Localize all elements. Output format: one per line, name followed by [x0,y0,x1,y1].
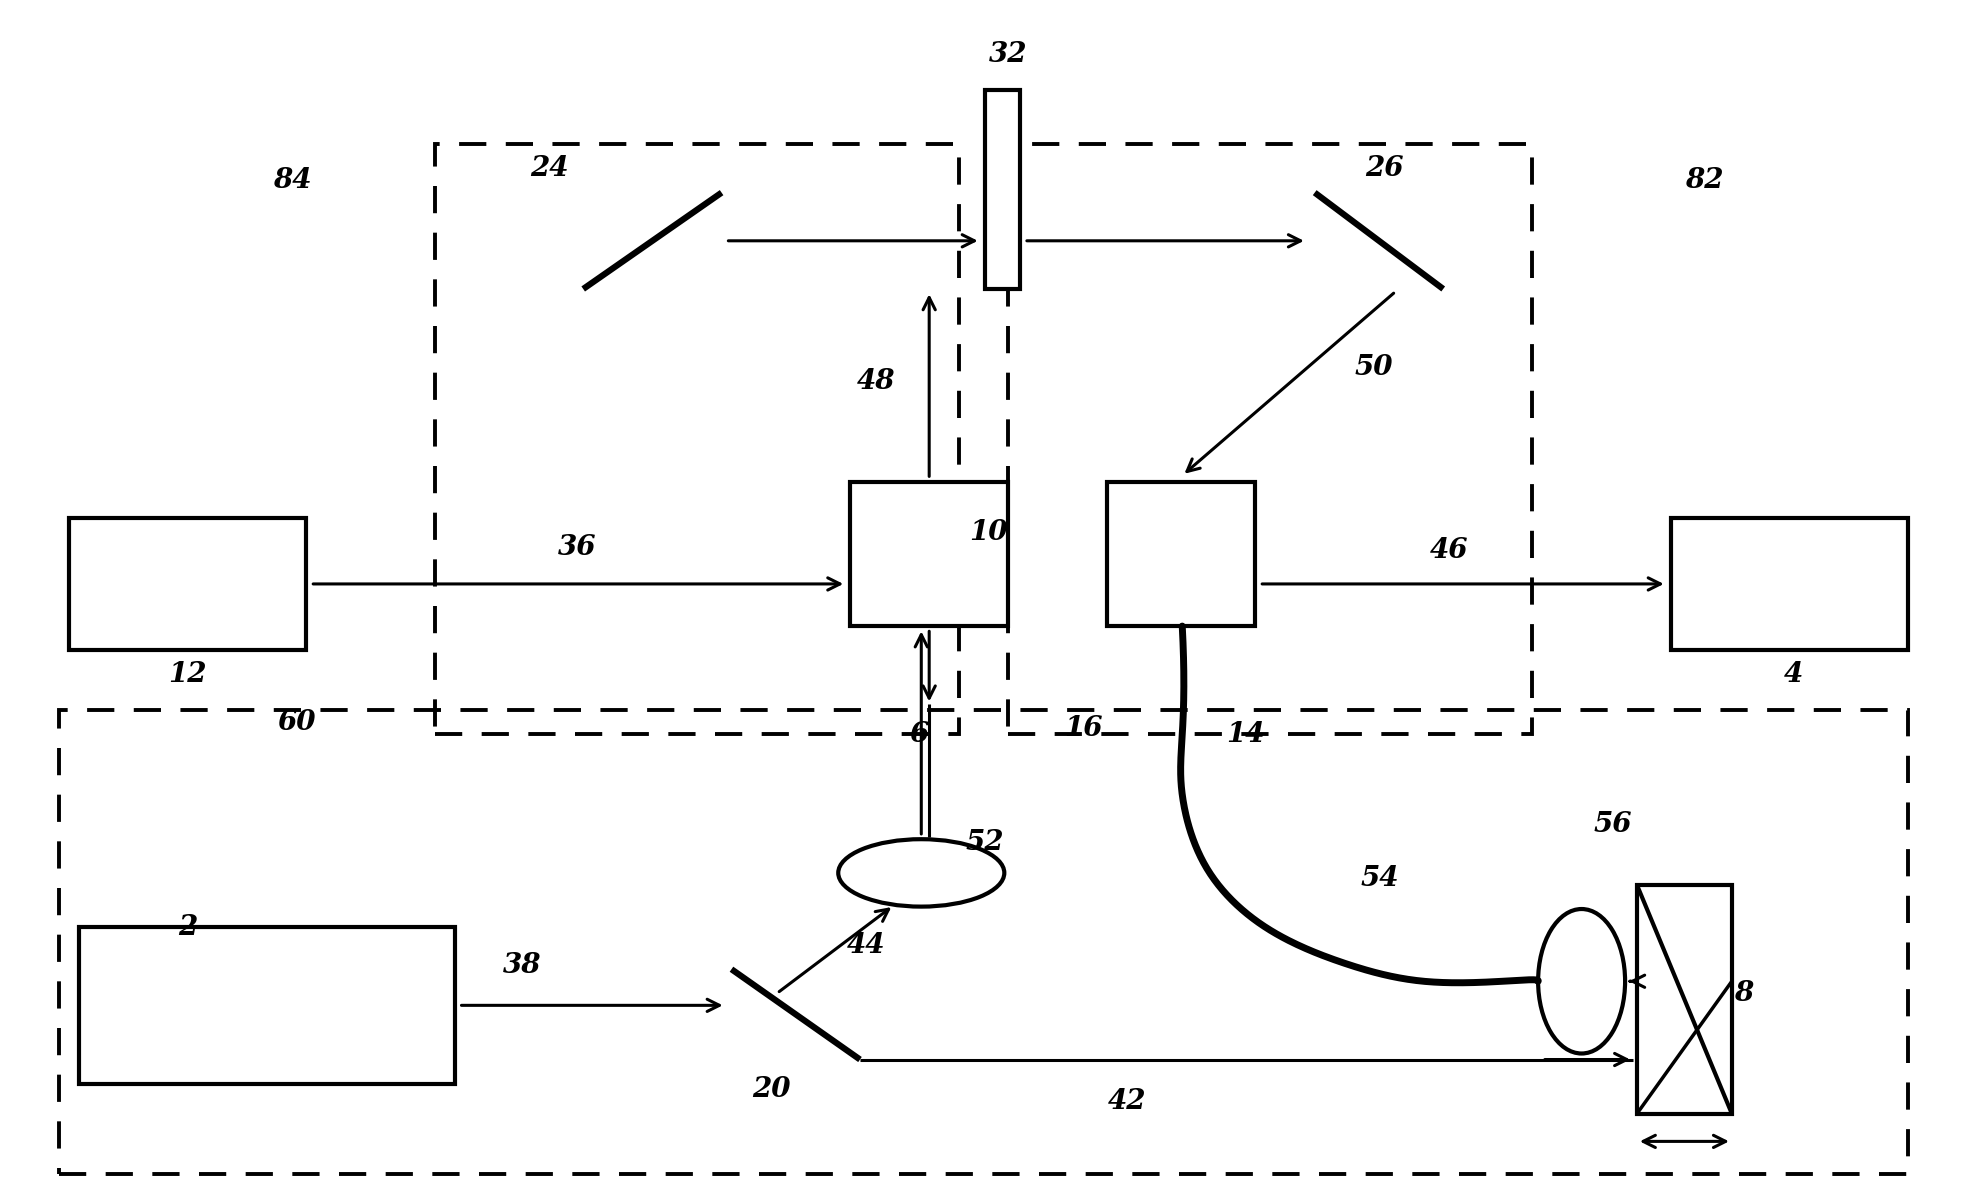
Text: 8: 8 [1734,980,1754,1007]
Text: 42: 42 [1107,1088,1147,1115]
Bar [1008,144,1532,734]
Bar [1637,885,1732,1114]
Text: 60: 60 [277,709,316,736]
Text: 56: 56 [1593,811,1633,838]
Text: 52: 52 [965,830,1004,856]
Text: 2: 2 [178,914,198,940]
Text: 38: 38 [502,952,542,979]
Text: 36: 36 [558,535,597,561]
Text: 32: 32 [988,41,1028,67]
Text: 24: 24 [530,155,569,182]
Bar [850,482,1008,626]
Bar [1671,518,1908,650]
Text: 16: 16 [1064,715,1103,742]
Text: 84: 84 [273,167,312,194]
Bar [59,710,1908,1174]
Text: 26: 26 [1364,155,1404,182]
Text: 82: 82 [1684,167,1724,194]
Text: 6: 6 [909,721,929,748]
Text: 46: 46 [1429,537,1469,563]
Text: 20: 20 [751,1076,791,1103]
Bar [79,927,455,1084]
Ellipse shape [838,839,1004,907]
Text: 44: 44 [846,932,886,958]
Text: 48: 48 [856,368,896,395]
Text: 12: 12 [168,661,208,687]
Text: 4: 4 [1783,661,1803,687]
Text: 10: 10 [969,519,1008,545]
Bar [69,518,306,650]
Ellipse shape [1538,909,1625,1054]
Bar [985,90,1020,289]
Text: 14: 14 [1226,721,1265,748]
Bar [435,144,959,734]
Text: 50: 50 [1354,354,1394,380]
Text: 54: 54 [1360,866,1400,892]
Bar [1107,482,1255,626]
